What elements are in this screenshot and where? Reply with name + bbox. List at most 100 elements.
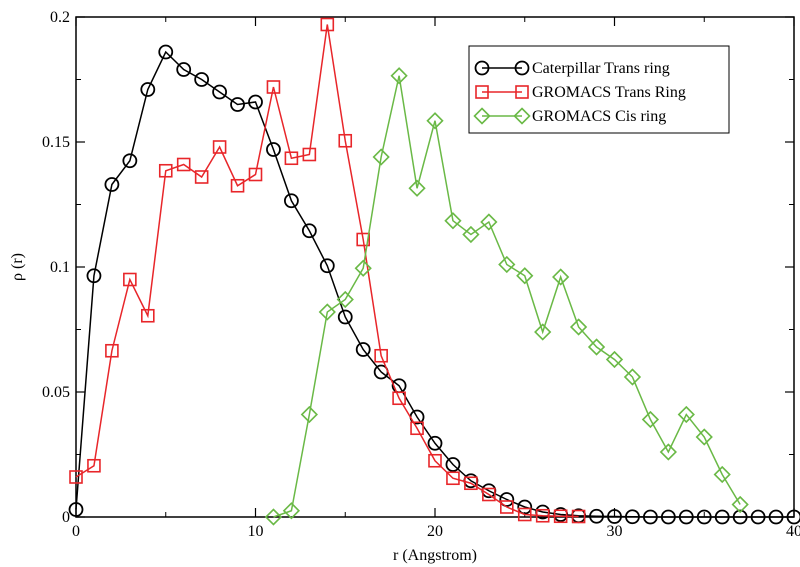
legend: Caterpillar Trans ring GROMACS Trans Ring… — [468, 45, 730, 134]
data-point — [140, 82, 156, 97]
data-point — [354, 259, 372, 277]
data-point — [105, 343, 119, 358]
data-point — [318, 303, 336, 321]
series-line — [273, 75, 741, 518]
data-point — [176, 157, 191, 172]
data-point — [302, 147, 317, 162]
data-point — [338, 133, 353, 148]
data-point — [392, 391, 406, 406]
data-point — [194, 72, 210, 87]
series-3 — [264, 67, 749, 526]
data-point — [571, 509, 586, 524]
data-point — [695, 428, 713, 446]
x-axis-label: r (Angstrom) — [393, 547, 477, 564]
legend-marker — [514, 60, 530, 76]
data-point — [212, 140, 227, 154]
data-point — [158, 44, 174, 60]
data-point — [768, 509, 784, 525]
data-point — [535, 508, 550, 523]
data-point — [517, 507, 532, 522]
data-point — [141, 308, 155, 323]
data-point — [641, 410, 660, 429]
data-point — [499, 492, 515, 507]
data-point — [374, 348, 388, 363]
data-point — [283, 193, 299, 209]
data-point — [786, 509, 800, 525]
data-point — [123, 272, 137, 287]
data-point — [589, 508, 604, 524]
y-tick-label: 0.05 — [42, 384, 70, 401]
data-point — [264, 508, 283, 526]
data-point — [714, 509, 730, 525]
data-point — [732, 509, 748, 525]
data-point — [569, 318, 588, 336]
legend-label: Caterpillar Trans ring — [532, 60, 670, 77]
data-point — [462, 225, 480, 244]
data-point — [534, 323, 552, 341]
data-point — [605, 350, 624, 369]
data-point — [104, 177, 120, 192]
x-tick-label: 40 — [786, 523, 800, 540]
data-point — [248, 167, 263, 182]
y-axis-label: ρ (r) — [9, 253, 26, 281]
data-point — [517, 499, 533, 515]
x-tick-label: 30 — [607, 523, 623, 540]
legend-marker — [473, 107, 491, 125]
data-point — [336, 290, 354, 309]
data-point — [713, 465, 731, 484]
data-point — [300, 405, 318, 424]
data-point — [427, 435, 443, 451]
data-point — [678, 509, 694, 525]
data-point — [482, 487, 496, 502]
y-tick-label: 0.1 — [50, 259, 70, 276]
data-point — [266, 80, 281, 94]
data-point — [428, 453, 442, 468]
data-point — [660, 509, 676, 525]
data-point — [659, 443, 677, 461]
legend-marker — [513, 107, 531, 125]
legend-marker — [515, 85, 529, 99]
data-point — [444, 212, 462, 230]
data-point — [480, 213, 498, 231]
data-point — [122, 153, 138, 169]
series-layer — [68, 17, 800, 526]
data-point — [607, 509, 622, 524]
data-point — [86, 268, 102, 284]
data-point — [643, 509, 658, 525]
data-point — [212, 84, 228, 100]
data-point — [282, 502, 301, 520]
series-2 — [69, 17, 586, 524]
data-point — [230, 97, 245, 112]
data-point — [587, 338, 606, 356]
data-point — [248, 94, 263, 110]
data-point — [553, 509, 568, 524]
x-tick-label: 10 — [248, 523, 264, 540]
x-tick-label: 0 — [72, 523, 80, 540]
data-point — [319, 258, 335, 274]
data-point — [696, 509, 712, 525]
y-tick-label: 0.2 — [50, 9, 70, 26]
data-point — [230, 178, 245, 193]
data-point — [499, 500, 514, 514]
data-point — [750, 509, 766, 525]
legend-label: GROMACS Cis ring — [532, 108, 666, 125]
data-point — [158, 163, 173, 178]
data-point — [372, 148, 390, 166]
data-point — [68, 502, 84, 517]
legend-marker — [474, 60, 490, 76]
y-tick-label: 0 — [62, 509, 70, 526]
data-point — [464, 476, 478, 491]
data-point — [408, 179, 426, 197]
data-point — [445, 457, 461, 472]
data-point — [552, 268, 570, 286]
data-point — [320, 17, 335, 32]
y-tick-label: 0.15 — [42, 134, 70, 151]
legend-box — [468, 45, 730, 134]
data-point — [337, 309, 353, 325]
data-point — [625, 509, 640, 525]
x-tick-label: 20 — [427, 523, 443, 540]
data-point — [356, 232, 371, 247]
legend-label: GROMACS Trans Ring — [532, 84, 686, 101]
data-point — [301, 223, 317, 239]
